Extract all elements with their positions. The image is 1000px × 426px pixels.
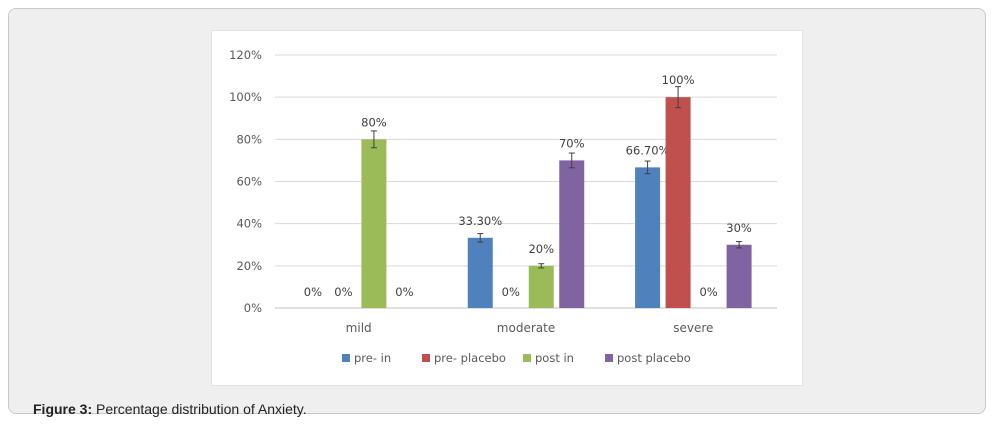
y-tick-label: 0% [244, 301, 262, 315]
data-label: 0% [334, 285, 352, 299]
x-tick-label: moderate [497, 321, 555, 335]
y-tick-label: 60% [236, 175, 262, 189]
legend-label: pre- placebo [434, 351, 506, 365]
data-label: 20% [528, 242, 554, 256]
x-tick-label: severe [673, 321, 713, 335]
y-tick-label: 120% [229, 48, 262, 62]
legend-label: pre- in [354, 351, 391, 365]
data-label: 100% [662, 73, 695, 87]
legend-swatch [523, 354, 531, 362]
data-label: 0% [502, 285, 520, 299]
bar [361, 139, 387, 308]
legend-label: post in [535, 351, 574, 365]
bar [665, 97, 691, 309]
bar [635, 167, 661, 308]
bar [528, 265, 554, 308]
legend-swatch [605, 354, 613, 362]
bar-chart: 0% 20% 40% 60% 80% 100% 120% 0% 0% 80% 0% mild 33.30… [229, 48, 777, 365]
bar [726, 244, 752, 308]
legend-swatch [342, 354, 350, 362]
y-tick-label: 40% [236, 217, 262, 231]
figure-frame: 0% 20% 40% 60% 80% 100% 120% 0% 0% 80% 0% mild 33.30… [8, 8, 986, 417]
chart-panel: 0% 20% 40% 60% 80% 100% 120% 0% 0% 80% 0% mild 33.30… [211, 30, 803, 386]
y-tick-label: 80% [236, 132, 262, 146]
caption-label: Figure 3: [33, 401, 93, 417]
y-tick-label: 20% [236, 259, 262, 273]
data-label: 66.70% [626, 143, 670, 157]
data-label: 70% [559, 136, 585, 150]
data-label: 80% [361, 115, 387, 129]
legend-label: post placebo [617, 351, 691, 365]
data-label: 0% [699, 285, 717, 299]
data-label: 30% [726, 221, 752, 235]
bar [559, 160, 585, 308]
legend-swatch [422, 354, 430, 362]
figure-caption: Figure 3: Percentage distribution of Anx… [33, 401, 307, 417]
x-tick-label: mild [346, 321, 372, 335]
caption-text: Percentage distribution of Anxiety. [92, 401, 307, 417]
data-label: 0% [304, 285, 322, 299]
data-label: 0% [395, 285, 413, 299]
data-label: 33.30% [458, 214, 502, 228]
bar [467, 237, 493, 308]
y-tick-label: 100% [229, 90, 262, 104]
